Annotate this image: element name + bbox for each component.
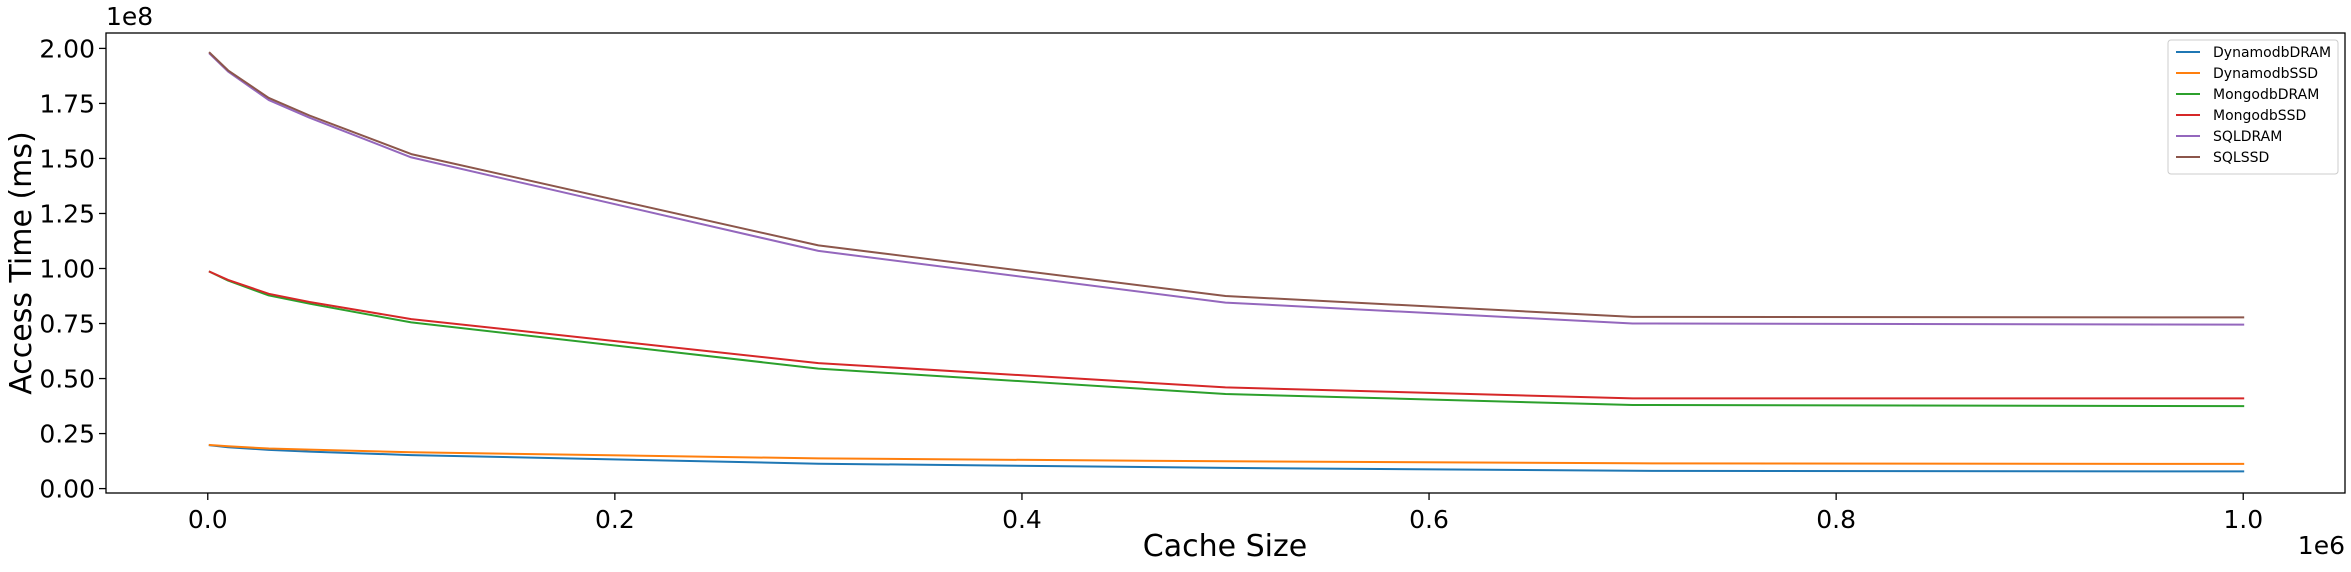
x-tick-label: 0.6 <box>1409 505 1449 534</box>
x-tick-label: 1.0 <box>2223 505 2263 534</box>
legend-label: SQLSSD <box>2213 150 2269 166</box>
y-tick-label: 1.50 <box>39 144 95 173</box>
x-axis-label: Cache Size <box>1143 529 1307 564</box>
plot-area <box>106 33 2345 493</box>
x-axis: 0.0 0.2 0.4 0.6 0.8 1.0 <box>188 493 2263 534</box>
y-tick-label: 1.75 <box>39 89 95 118</box>
x-tick-label: 0.2 <box>595 505 635 534</box>
legend-label: DynamodbSSD <box>2213 66 2318 82</box>
series-line-mongodbssd <box>208 270 2245 400</box>
x-tick-label: 0.0 <box>188 505 228 534</box>
series-layer <box>208 51 2245 473</box>
y-tick-label: 0.50 <box>39 365 95 394</box>
y-axis-label: Access Time (ms) <box>4 131 39 394</box>
y-offset-label: 1e8 <box>106 2 153 31</box>
legend-label: SQLDRAM <box>2213 129 2282 145</box>
series-line-dynamodbssd <box>208 443 2245 465</box>
legend-label: MongodbDRAM <box>2213 87 2319 103</box>
legend-label: MongodbSSD <box>2213 108 2306 124</box>
y-tick-label: 0.75 <box>39 310 95 339</box>
series-line-sqldram <box>208 52 2245 326</box>
series-line-dynamodbdram <box>208 444 2245 473</box>
x-tick-label: 0.4 <box>1002 505 1042 534</box>
x-tick-label: 0.8 <box>1816 505 1856 534</box>
y-axis: 0.00 0.25 0.50 0.75 1.00 1.25 1.50 1.75 2.00 <box>39 34 106 504</box>
legend-label: DynamodbDRAM <box>2213 45 2331 61</box>
legend-box <box>2167 39 2339 175</box>
y-tick-label: 0.25 <box>39 420 95 449</box>
plot-frame <box>105 32 2346 494</box>
y-tick-label: 0.00 <box>39 475 95 504</box>
y-tick-label: 1.00 <box>39 255 95 284</box>
y-tick-label: 1.25 <box>39 199 95 228</box>
y-tick-label: 2.00 <box>39 34 95 63</box>
series-line-sqlssd <box>208 51 2245 319</box>
legend: DynamodbDRAM DynamodbSSD MongodbDRAM Mongod… <box>2167 39 2339 175</box>
x-offset-label: 1e6 <box>2298 531 2345 560</box>
